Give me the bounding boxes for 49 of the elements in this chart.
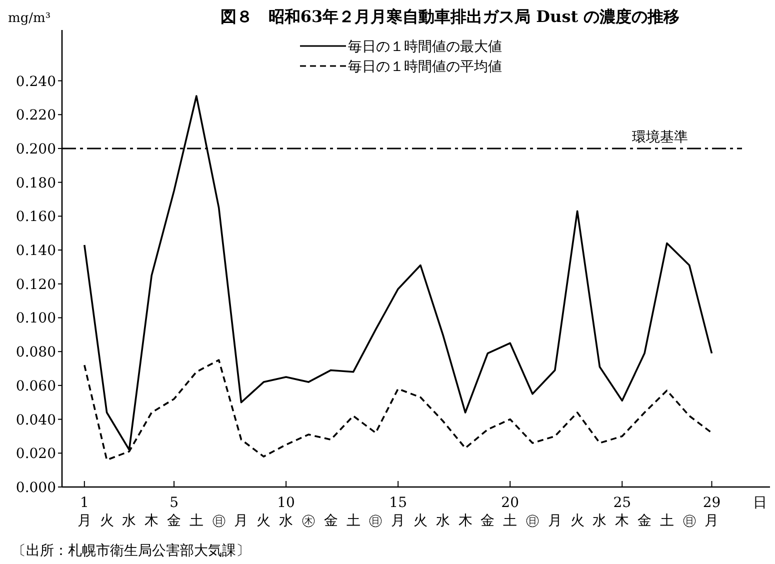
- y-tick-label: 0.060: [16, 378, 56, 394]
- x-tick-label: 木: [458, 513, 472, 529]
- y-tick-label: 0.220: [16, 108, 56, 124]
- x-tick-label: 水: [122, 513, 136, 529]
- y-tick-label: 0.000: [16, 480, 56, 496]
- y-axis-title: mg/m³: [8, 11, 51, 26]
- ref-line-label: 環境基準: [632, 129, 688, 146]
- x-tick-label: 月: [234, 513, 248, 529]
- x-tick-label: 29 月: [702, 495, 721, 529]
- y-tick-label: 0.200: [16, 141, 56, 158]
- chart-title: 図８ 昭和63年２月月寒自動車排出ガス局 Dust の濃度の推移: [220, 7, 680, 26]
- text: 〔出所：札幌市衛生局公害部大気課〕: [12, 543, 250, 559]
- x-tick-label: 土: [189, 513, 204, 529]
- x-tick-label: ㊐: [526, 513, 540, 529]
- x-tick-label: 木: [144, 513, 159, 529]
- x-tick-label: ㊐: [682, 513, 696, 529]
- x-tick-label: 火: [570, 513, 584, 529]
- x-tick-label: 火: [413, 513, 428, 529]
- legend-label: 毎日の１時間値の最大値: [348, 39, 502, 55]
- x-tick-label: 25 木: [613, 495, 632, 529]
- x-tick-label: 土: [660, 513, 674, 529]
- x-tick-label: 15 月: [389, 495, 407, 529]
- x-axis-title: 日: [753, 495, 767, 511]
- x-tick-label: 水: [436, 513, 450, 529]
- x-tick-label: 5 金: [167, 495, 182, 529]
- y-tick-label: 0.140: [16, 243, 56, 260]
- x-tick-label: 水: [592, 513, 607, 529]
- y-tick-label: 0.040: [16, 412, 56, 428]
- x-tick-label: 土: [346, 513, 360, 529]
- x-tick-label: ㊍: [301, 513, 316, 529]
- y-tick-label: 0.120: [16, 276, 56, 293]
- y-tick-label: 0.240: [16, 74, 56, 90]
- x-tick-label: 火: [256, 513, 271, 529]
- x-tick-label: 金: [638, 513, 652, 529]
- y-tick-label: 0.180: [16, 175, 56, 192]
- x-tick-label: 20 土: [501, 495, 520, 529]
- x-tick-label: 金: [480, 513, 495, 529]
- legend-label: 毎日の１時間値の平均値: [348, 59, 502, 75]
- y-tick-label: 0.100: [16, 310, 56, 327]
- x-tick-label: ㊐: [212, 513, 226, 529]
- x-tick-label: ㊐: [368, 513, 383, 529]
- x-tick-label: 月: [548, 513, 562, 529]
- y-tick-label: 0.080: [16, 344, 56, 361]
- x-tick-label: 火: [100, 513, 114, 529]
- x-tick-label: 1 月: [77, 495, 92, 529]
- x-tick-label: 金: [324, 513, 338, 529]
- y-tick-label: 0.160: [16, 209, 56, 226]
- x-tick-label: 10 水: [277, 495, 295, 529]
- y-tick-label: 0.020: [16, 446, 56, 462]
